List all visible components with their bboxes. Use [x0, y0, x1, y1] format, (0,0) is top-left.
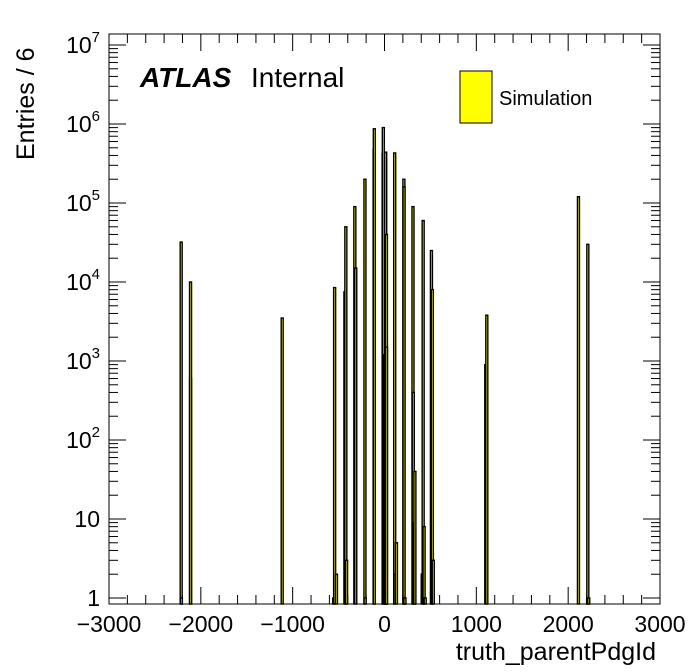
- histogram-bin: [587, 597, 591, 605]
- x-tick-labels: −3000 −2000 −1000 0 1000 2000 3000: [77, 611, 686, 637]
- histogram-bin: [363, 178, 367, 605]
- y-tick-label: 10: [74, 506, 100, 532]
- atlas-label: ATLAS: [139, 62, 232, 93]
- x-axis-title: truth_parentPdgId: [456, 638, 656, 666]
- histogram-bin: [576, 196, 581, 605]
- x-tick-label: 1000: [451, 611, 502, 637]
- histogram-bin: [586, 243, 590, 605]
- y-tick-label: 102: [66, 424, 100, 453]
- histogram-bin: [392, 152, 397, 605]
- histogram-bin: [422, 525, 426, 605]
- histogram-bin: [384, 346, 389, 605]
- y-tick-labels: 1 10 102 103 104 105 106 107: [66, 29, 100, 611]
- histogram-bin: [372, 128, 377, 605]
- histogram-bin: [334, 573, 339, 605]
- x-tick-label: −1000: [260, 611, 325, 637]
- histogram-bin: [485, 314, 489, 605]
- axis-ticks: [108, 34, 661, 604]
- histogram-bin: [344, 226, 348, 605]
- histogram-bin: [430, 288, 435, 605]
- x-tick-label: 0: [378, 611, 391, 637]
- histogram-bin: [402, 186, 406, 605]
- legend-label: Simulation: [499, 88, 592, 110]
- histogram-bin: [188, 281, 193, 605]
- y-tick-label: 107: [66, 29, 100, 58]
- histogram-bin: [413, 470, 417, 605]
- histogram-bin: [280, 317, 284, 605]
- y-tick-label: 1: [87, 585, 100, 611]
- legend-swatch: [459, 70, 493, 124]
- x-tick-label: −3000: [77, 611, 142, 637]
- y-axis-title: Entries / 6: [12, 47, 40, 160]
- histogram-bin: [403, 597, 407, 605]
- histogram-bin: [423, 597, 427, 605]
- histogram-bin: [179, 241, 183, 605]
- x-tick-label: 2000: [543, 611, 594, 637]
- y-tick-label: 105: [66, 187, 100, 216]
- y-tick-label: 104: [66, 266, 100, 295]
- internal-label: Internal: [251, 62, 344, 93]
- x-tick-label: 3000: [634, 611, 685, 637]
- histogram-bin: [354, 267, 358, 605]
- y-tick-label: 106: [66, 108, 100, 137]
- x-tick-label: −2000: [169, 611, 234, 637]
- histogram-bin: [431, 559, 435, 605]
- histogram-bin: [394, 542, 399, 605]
- y-tick-label: 103: [66, 345, 100, 374]
- histogram-bin: [332, 286, 337, 605]
